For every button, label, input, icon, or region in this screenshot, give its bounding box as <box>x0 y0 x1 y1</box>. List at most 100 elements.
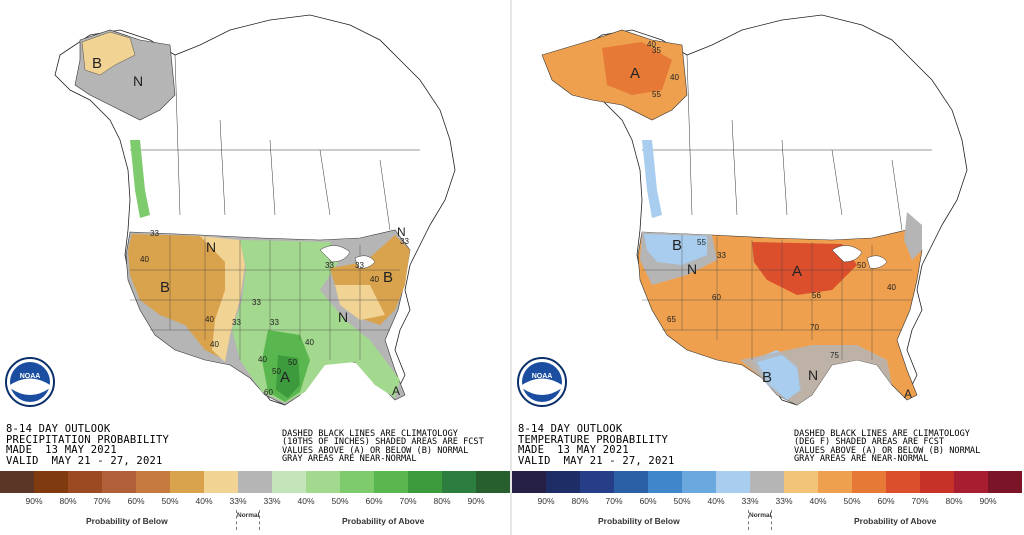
precip-above-caption: Probability of Above <box>342 516 425 526</box>
scale-swatch <box>886 471 920 493</box>
texas-strong-above-area <box>276 355 300 398</box>
scale-swatch <box>68 471 102 493</box>
scale-tick-label: 40% <box>707 496 725 506</box>
scale-tick-label: 33% <box>263 496 281 506</box>
noaa-logo-text: NOAA <box>20 373 41 380</box>
contour-label: 40 <box>887 283 896 292</box>
scale-swatch <box>442 471 476 493</box>
info-line: 8-14 DAY OUTLOOK <box>6 423 111 435</box>
scale-tick-label: 50% <box>331 496 349 506</box>
contour-label: 50 <box>857 261 866 270</box>
note-line: GRAY AREAS ARE NEAR-NORMAL <box>282 454 417 465</box>
scale-tick-label: 40% <box>297 496 315 506</box>
scale-tick-label: 90% <box>467 496 485 506</box>
scale-swatch <box>648 471 682 493</box>
scale-swatch <box>272 471 306 493</box>
scale-swatch <box>136 471 170 493</box>
region-letter-plains-n: N <box>206 239 216 255</box>
west-light-below-area <box>200 236 245 362</box>
contour-label: 33 <box>355 261 364 270</box>
scale-swatch <box>238 471 272 493</box>
contour-label: 56 <box>812 291 821 300</box>
temp-below-caption: Probability of Below <box>598 516 680 526</box>
note-line: VALUES ABOVE (A) OR BELOW (B) NORMAL <box>794 445 981 456</box>
contour-label: 33 <box>325 261 334 270</box>
great-lakes <box>319 245 376 269</box>
info-line: MADE 13 MAY 2021 <box>518 444 629 456</box>
scale-tick-label: 90% <box>25 496 43 506</box>
precipitation-outlook-panel: B N B N N B A A N 33 40 40 33 40 33 33 4… <box>0 0 510 535</box>
scale-swatch <box>408 471 442 493</box>
contour-label: 40 <box>210 340 219 349</box>
region-letter-northeast: B <box>383 269 393 286</box>
note-line: (DEG F) SHADED AREAS ARE FCST <box>794 437 945 448</box>
contour-label: 33 <box>270 318 279 327</box>
scale-tick-label: 40% <box>809 496 827 506</box>
scale-tick-label: 60% <box>127 496 145 506</box>
info-line: TEMPERATURE PROBABILITY <box>518 433 668 446</box>
note-line: DASHED BLACK LINES ARE CLIMATOLOGY <box>282 429 458 439</box>
temp-above-caption: Probability of Above <box>854 516 937 526</box>
contour-label: 33 <box>150 229 159 238</box>
tick-spacer <box>0 496 17 508</box>
temp-legend-note: DASHED BLACK LINES ARE CLIMATOLOGY (DEG F… <box>794 429 981 465</box>
temp-outlook-info: 8-14 DAY OUTLOOK TEMPERATURE PROBABILITY M… <box>518 424 675 466</box>
region-letter-texas: A <box>280 369 290 386</box>
scale-tick-label: 33% <box>741 496 759 506</box>
contour-label: 70 <box>810 323 819 332</box>
contour-label: 55 <box>697 238 706 247</box>
contour-label: 40 <box>205 315 214 324</box>
contour-label: 33 <box>400 237 409 246</box>
scale-swatch <box>784 471 818 493</box>
contour-label: 60 <box>264 388 273 397</box>
info-line: VALID MAY 21 - 27, 2021 <box>6 454 163 467</box>
scale-tick-label: 33% <box>229 496 247 506</box>
temperature-outlook-map: A B N A B N A 40 35 40 55 55 33 50 56 65… <box>517 14 968 407</box>
scale-swatch <box>512 471 546 493</box>
state-borders <box>130 235 400 360</box>
scale-tick-label: 80% <box>433 496 451 506</box>
scale-tick-label: 40% <box>195 496 213 506</box>
note-line: GRAY AREAS ARE NEAR-NORMAL <box>794 454 929 465</box>
temp-color-scale <box>512 471 1022 493</box>
province-borders <box>642 54 932 231</box>
contour-label: 40 <box>647 40 656 49</box>
state-borders <box>642 235 912 360</box>
pacific-nw-above-area <box>130 140 150 218</box>
contour-label: 55 <box>652 90 661 99</box>
great-lakes <box>831 245 888 269</box>
scale-tick-label: 90% <box>537 496 555 506</box>
region-letter-east-n: N <box>338 309 348 325</box>
precipitation-outlook-map: B N B N N B A A N 33 40 40 33 40 33 33 4… <box>5 14 456 407</box>
temp-scale-ticks: 90% 80% 70% 60% 50% 40% 33% 33% 40% 50% 60% 70% 80% 9… <box>512 496 1022 508</box>
scale-swatch <box>920 471 954 493</box>
note-line: (10THS OF INCHES) SHADED AREAS ARE FCST <box>282 437 484 448</box>
scale-swatch <box>852 471 886 493</box>
contour-label: 40 <box>370 275 379 284</box>
scale-swatch <box>306 471 340 493</box>
contour-label: 60 <box>712 293 721 302</box>
scale-swatch <box>614 471 648 493</box>
tick-spacer <box>1005 496 1022 508</box>
region-letter-northwest-n: N <box>687 261 697 277</box>
info-line: MADE 13 MAY 2021 <box>6 444 117 456</box>
northeast-near-normal-area <box>904 212 922 260</box>
province-borders <box>130 54 420 231</box>
precip-below-caption: Probability of Below <box>86 516 168 526</box>
precip-color-scale <box>0 471 510 493</box>
texas-below-area-overlay <box>757 355 800 400</box>
scale-tick-label: 50% <box>673 496 691 506</box>
scale-tick-label: 33% <box>775 496 793 506</box>
scale-swatch <box>954 471 988 493</box>
scale-tick-label: 80% <box>945 496 963 506</box>
contour-label: 65 <box>667 315 676 324</box>
scale-swatch <box>546 471 580 493</box>
scale-swatch <box>204 471 238 493</box>
scale-swatch <box>818 471 852 493</box>
scale-swatch <box>170 471 204 493</box>
info-line: 8-14 DAY OUTLOOK <box>518 423 623 435</box>
precip-normal-caption: Normal <box>236 510 260 530</box>
precip-scale-ticks: 90% 80% 70% 60% 50% 40% 33% 33% 40% 50% 60% 70% 80% 9… <box>0 496 510 508</box>
region-letter-northwest-b: B <box>672 237 682 254</box>
precip-legend-note: DASHED BLACK LINES ARE CLIMATOLOGY (10THS… <box>282 429 484 465</box>
